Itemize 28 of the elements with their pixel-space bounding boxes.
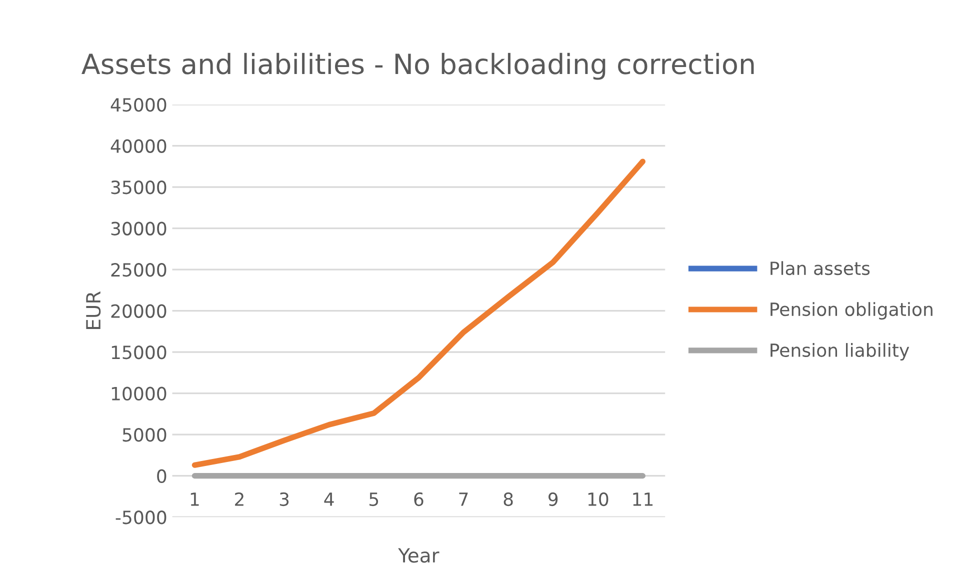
x-tick-label: 4 xyxy=(324,492,334,506)
x-tick-label: 2 xyxy=(235,492,244,506)
legend-label: Pension obligation xyxy=(770,302,932,320)
y-tick-label: 45000 xyxy=(110,98,166,112)
y-tick-label: 40000 xyxy=(110,139,166,153)
y-tick-label: 35000 xyxy=(111,180,166,194)
y-tick-label: 25000 xyxy=(111,263,166,277)
x-tick-label: 1 xyxy=(190,492,199,506)
legend-label: Plan assets xyxy=(770,261,870,276)
y-tick-label: 0 xyxy=(157,469,166,483)
x-tick-label: 9 xyxy=(548,492,558,506)
x-tick-label: 3 xyxy=(280,492,289,506)
y-tick-label: 10000 xyxy=(112,386,166,400)
y-tick-label: -5000 xyxy=(116,510,166,524)
chart-title: Assets and liabilities - No backloading correction xyxy=(82,52,754,80)
x-tick-label: 5 xyxy=(370,492,378,506)
x-tick-label: 7 xyxy=(459,492,468,506)
y-axis-title: EUR xyxy=(86,291,101,329)
x-axis-title: Year xyxy=(398,548,440,563)
y-tick-label: 30000 xyxy=(111,222,166,236)
x-tick-label: 8 xyxy=(504,492,513,506)
y-tick-label: 5000 xyxy=(122,428,166,442)
x-tick-label: 10 xyxy=(588,492,608,506)
y-tick-label: 15000 xyxy=(112,346,166,360)
y-tick-label: 20000 xyxy=(111,304,166,318)
legend-label: Pension liability xyxy=(770,343,910,361)
x-tick-label: 6 xyxy=(414,492,424,506)
x-tick-label: 11 xyxy=(633,492,653,506)
